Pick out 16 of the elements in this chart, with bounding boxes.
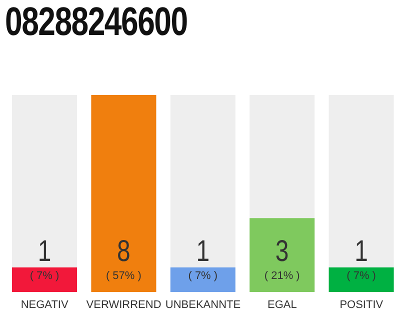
x-tick-label: EGAL bbox=[268, 298, 297, 311]
annotation: ( 57% ) bbox=[106, 270, 142, 282]
chart-title: 08288246600 bbox=[5, 0, 188, 45]
x-tick-label: VERWIRREND bbox=[86, 298, 162, 311]
x-tick-label: POSITIV bbox=[340, 298, 384, 311]
annotation: ( 7% ) bbox=[30, 270, 60, 282]
data-label: 1 bbox=[196, 233, 210, 268]
data-label: 3 bbox=[275, 233, 289, 268]
annotation: ( 7% ) bbox=[188, 270, 218, 282]
annotation: ( 7% ) bbox=[346, 270, 376, 282]
data-label: 1 bbox=[354, 233, 368, 268]
annotation: ( 21% ) bbox=[264, 270, 300, 282]
x-tick-label: UNBEKANNTE bbox=[165, 298, 241, 311]
data-label: 1 bbox=[38, 233, 52, 268]
data-label: 8 bbox=[117, 233, 130, 268]
x-tick-label: NEGATIV bbox=[20, 298, 69, 311]
